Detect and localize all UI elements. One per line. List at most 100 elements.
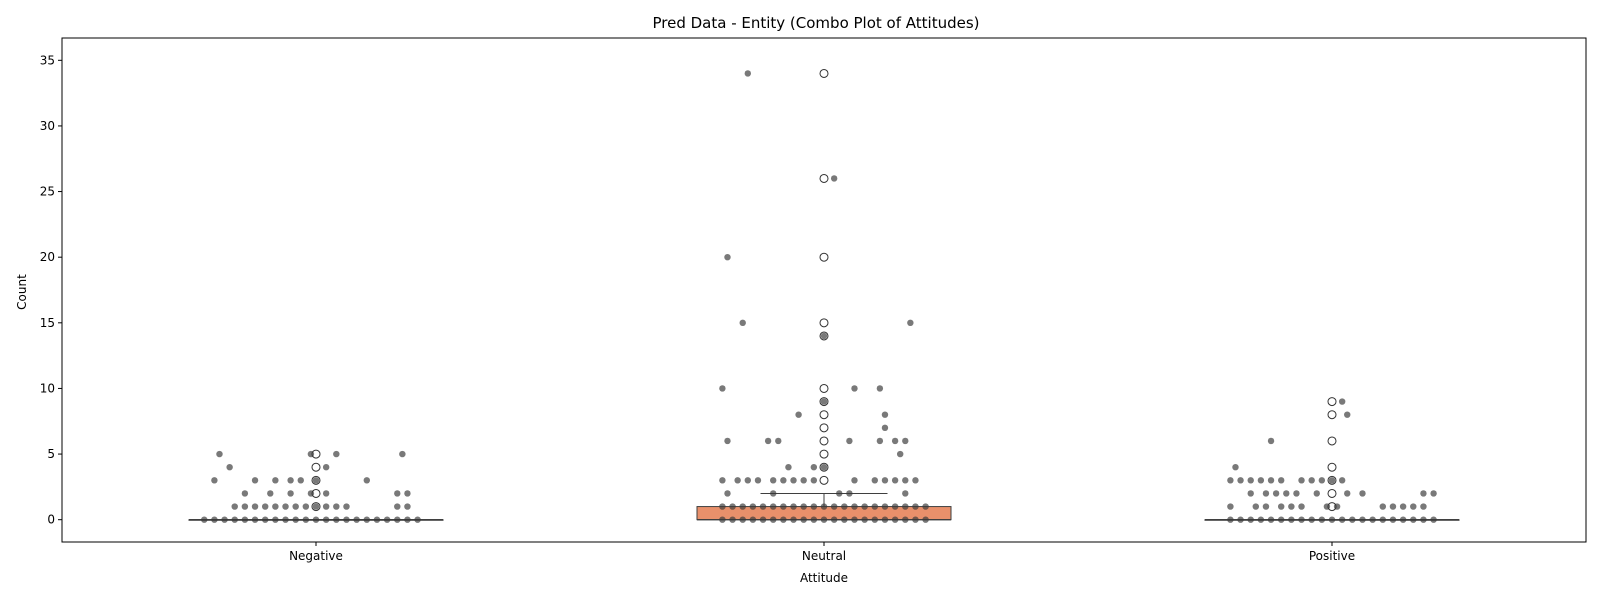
- strip-point: [1359, 490, 1365, 496]
- strip-point: [232, 503, 238, 509]
- strip-point: [780, 503, 786, 509]
- outlier-marker: [1328, 463, 1336, 471]
- strip-point: [775, 438, 781, 444]
- strip-point: [242, 503, 248, 509]
- strip-point: [1420, 503, 1426, 509]
- strip-point: [1410, 503, 1416, 509]
- strip-point: [745, 477, 751, 483]
- strip-point: [821, 503, 827, 509]
- strip-point: [313, 477, 319, 483]
- strip-point: [851, 385, 857, 391]
- strip-point: [1344, 411, 1350, 417]
- strip-point: [323, 516, 329, 522]
- strip-point: [882, 477, 888, 483]
- strip-point: [821, 333, 827, 339]
- strip-point: [1400, 516, 1406, 522]
- strip-point: [1359, 516, 1365, 522]
- strip-point: [333, 516, 339, 522]
- strip-point: [902, 438, 908, 444]
- strip-point: [1329, 516, 1335, 522]
- strip-point: [719, 503, 725, 509]
- y-tick-label: 20: [40, 250, 55, 264]
- strip-point: [1410, 516, 1416, 522]
- strip-point: [323, 490, 329, 496]
- strip-point: [821, 516, 827, 522]
- y-tick-label: 35: [40, 53, 55, 67]
- strip-point: [1227, 516, 1233, 522]
- strip-point: [800, 503, 806, 509]
- strip-point: [1390, 516, 1396, 522]
- strip-point: [303, 516, 309, 522]
- strip-point: [333, 503, 339, 509]
- y-tick-label: 30: [40, 119, 55, 133]
- strip-point: [1227, 477, 1233, 483]
- strip-point: [1293, 490, 1299, 496]
- y-tick-label: 10: [40, 381, 55, 395]
- x-tick-label-negative: Negative: [289, 549, 343, 563]
- strip-point: [1263, 503, 1269, 509]
- strip-point: [1420, 516, 1426, 522]
- strip-point: [912, 516, 918, 522]
- strip-point: [1278, 477, 1284, 483]
- strip-point: [902, 490, 908, 496]
- strip-point: [912, 477, 918, 483]
- strip-point: [404, 490, 410, 496]
- strip-point: [1380, 503, 1386, 509]
- strip-point: [1339, 477, 1345, 483]
- strip-point: [841, 503, 847, 509]
- strip-point: [1349, 516, 1355, 522]
- strip-point: [831, 503, 837, 509]
- strip-point: [292, 516, 298, 522]
- strip-point: [1248, 516, 1254, 522]
- strip-point: [740, 516, 746, 522]
- outlier-marker: [1328, 489, 1336, 497]
- outlier-marker: [820, 450, 828, 458]
- strip-point: [851, 477, 857, 483]
- strip-point: [1248, 477, 1254, 483]
- strip-point: [201, 516, 207, 522]
- outlier-marker: [1328, 437, 1336, 445]
- strip-point: [795, 411, 801, 417]
- strip-point: [1380, 516, 1386, 522]
- strip-point: [846, 490, 852, 496]
- strip-point: [877, 438, 883, 444]
- strip-point: [841, 516, 847, 522]
- outlier-marker: [312, 463, 320, 471]
- strip-point: [836, 490, 842, 496]
- strip-point: [1227, 503, 1233, 509]
- strip-point: [394, 516, 400, 522]
- strip-point: [404, 503, 410, 509]
- strip-point: [765, 438, 771, 444]
- x-tick-label-neutral: Neutral: [802, 549, 846, 563]
- outlier-marker: [820, 69, 828, 77]
- strip-point: [364, 516, 370, 522]
- strip-point: [1258, 477, 1264, 483]
- strip-point: [831, 516, 837, 522]
- outlier-marker: [1328, 398, 1336, 406]
- strip-point: [221, 516, 227, 522]
- strip-point: [384, 516, 390, 522]
- strip-point: [897, 451, 903, 457]
- strip-point: [1253, 503, 1259, 509]
- strip-point: [811, 516, 817, 522]
- strip-point: [800, 477, 806, 483]
- axes-layer: 05101520253035Negative Neutral Positive: [40, 38, 1586, 563]
- strip-point: [262, 516, 268, 522]
- strip-point: [298, 477, 304, 483]
- strip-point: [760, 503, 766, 509]
- strip-point: [877, 385, 883, 391]
- strip-point: [242, 516, 248, 522]
- strip-point: [831, 175, 837, 181]
- strip-point: [872, 503, 878, 509]
- strip-point: [846, 438, 852, 444]
- outlier-marker: [820, 476, 828, 484]
- strip-point: [851, 503, 857, 509]
- strip-point: [216, 451, 222, 457]
- strip-point: [1369, 516, 1375, 522]
- strip-point: [1278, 516, 1284, 522]
- strip-point: [892, 477, 898, 483]
- strip-point: [287, 490, 293, 496]
- strip-point: [770, 516, 776, 522]
- strip-point: [724, 490, 730, 496]
